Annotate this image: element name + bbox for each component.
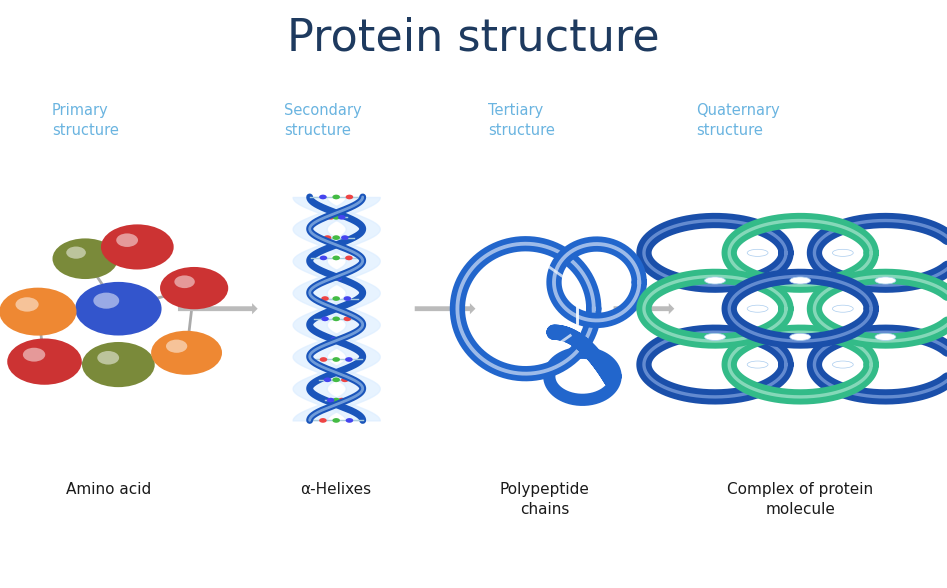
Circle shape bbox=[346, 418, 353, 423]
Circle shape bbox=[75, 282, 162, 336]
Circle shape bbox=[319, 195, 327, 199]
Text: Quaternary
structure: Quaternary structure bbox=[696, 103, 779, 138]
Circle shape bbox=[324, 235, 331, 240]
Circle shape bbox=[321, 316, 329, 321]
Circle shape bbox=[341, 377, 348, 382]
Circle shape bbox=[174, 275, 195, 288]
Circle shape bbox=[332, 316, 340, 321]
Text: Complex of protein
molecule: Complex of protein molecule bbox=[727, 482, 873, 517]
Circle shape bbox=[66, 246, 86, 259]
Text: Protein structure: Protein structure bbox=[287, 16, 660, 60]
Text: Tertiary
structure: Tertiary structure bbox=[488, 103, 555, 138]
Circle shape bbox=[8, 339, 81, 385]
Circle shape bbox=[345, 256, 352, 260]
Circle shape bbox=[332, 235, 340, 240]
Ellipse shape bbox=[832, 305, 853, 312]
Ellipse shape bbox=[790, 277, 811, 284]
Circle shape bbox=[160, 267, 228, 309]
Circle shape bbox=[319, 418, 327, 423]
Circle shape bbox=[116, 233, 138, 247]
Text: Amino acid: Amino acid bbox=[66, 482, 152, 497]
Circle shape bbox=[332, 296, 340, 301]
Circle shape bbox=[332, 337, 340, 342]
Circle shape bbox=[98, 351, 119, 365]
Circle shape bbox=[23, 348, 45, 362]
Circle shape bbox=[152, 331, 222, 375]
Circle shape bbox=[338, 397, 346, 402]
Circle shape bbox=[52, 238, 118, 279]
Ellipse shape bbox=[747, 305, 768, 312]
Circle shape bbox=[82, 342, 154, 387]
Circle shape bbox=[0, 288, 77, 336]
Circle shape bbox=[332, 418, 340, 423]
Circle shape bbox=[331, 337, 338, 342]
Circle shape bbox=[324, 377, 331, 382]
Text: Secondary
structure: Secondary structure bbox=[284, 103, 362, 138]
Circle shape bbox=[338, 215, 346, 220]
Circle shape bbox=[332, 256, 340, 260]
Ellipse shape bbox=[790, 333, 811, 340]
Circle shape bbox=[331, 276, 338, 280]
Ellipse shape bbox=[705, 333, 725, 340]
Ellipse shape bbox=[875, 333, 896, 340]
Ellipse shape bbox=[875, 277, 896, 284]
Circle shape bbox=[332, 195, 340, 199]
Circle shape bbox=[341, 235, 348, 240]
Circle shape bbox=[15, 298, 39, 312]
Circle shape bbox=[94, 293, 119, 309]
Circle shape bbox=[320, 357, 328, 362]
Circle shape bbox=[327, 215, 334, 220]
Circle shape bbox=[345, 357, 352, 362]
Circle shape bbox=[332, 276, 340, 280]
Circle shape bbox=[344, 296, 351, 301]
Circle shape bbox=[332, 357, 340, 362]
Circle shape bbox=[344, 316, 351, 321]
Ellipse shape bbox=[747, 361, 768, 368]
Ellipse shape bbox=[747, 249, 768, 256]
Circle shape bbox=[332, 397, 340, 402]
Circle shape bbox=[332, 377, 340, 382]
Circle shape bbox=[334, 276, 342, 280]
Circle shape bbox=[346, 195, 353, 199]
Ellipse shape bbox=[832, 249, 853, 256]
Circle shape bbox=[101, 225, 173, 269]
Text: α-Helixes: α-Helixes bbox=[300, 482, 372, 497]
Circle shape bbox=[166, 340, 188, 353]
Circle shape bbox=[327, 397, 334, 402]
Ellipse shape bbox=[832, 361, 853, 368]
Text: Polypeptide
chains: Polypeptide chains bbox=[500, 482, 589, 517]
Circle shape bbox=[320, 256, 328, 260]
Ellipse shape bbox=[705, 277, 725, 284]
Circle shape bbox=[332, 215, 340, 220]
Text: Primary
structure: Primary structure bbox=[52, 103, 119, 138]
Circle shape bbox=[334, 337, 342, 342]
Circle shape bbox=[321, 296, 329, 301]
